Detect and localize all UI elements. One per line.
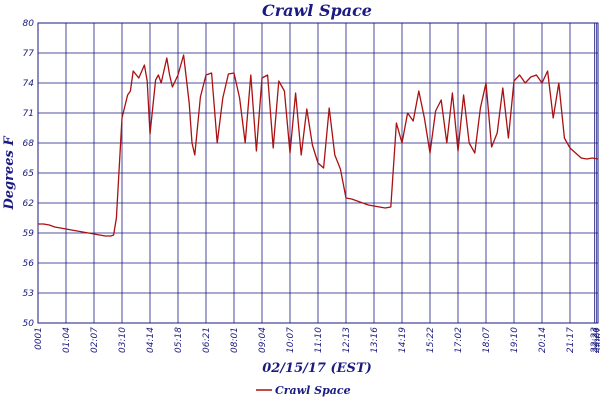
x-axis-label: 02/15/17 (EST) [262,361,372,376]
x-tick-label: 03:10 [118,327,128,353]
chart-title: Crawl Space [262,1,372,20]
legend-label: Crawl Space [275,384,351,397]
x-tick-label: 01:04 [62,327,72,353]
y-tick-label: 71 [23,109,34,119]
x-tick-label: 05:18 [174,327,184,353]
x-tick-label: 14:19 [398,327,408,353]
y-tick-label: 80 [23,19,35,29]
x-tick-label: 21:17 [566,327,576,353]
y-axis-label: Degrees F [2,136,17,211]
x-tick-labels: 0001 01:04 02:07 03:10 04:14 05:18 06:21 08:01 0… [34,327,600,353]
y-tick-label: 65 [23,169,35,179]
x-tick-label: 17:02 [454,327,464,353]
x-tick-label: 09:04 [258,327,268,353]
y-tick-label: 50 [23,319,35,329]
x-tick-label: 23:26 [592,327,600,353]
x-tick-label: 13:16 [370,327,380,353]
x-tick-label: 0001 [594,327,600,350]
x-tick-label: 20:14 [538,327,548,353]
y-tick-label: 59 [23,229,35,239]
x-tick-label: 18:07 [482,327,492,353]
x-tick-label: 0001 [34,327,44,350]
y-tick-label: 68 [23,139,35,149]
y-tick-label: 62 [23,199,35,209]
y-tick-labels: 50 53 56 59 62 65 68 71 74 77 80 [23,19,35,329]
x-tick-label: 04:14 [146,327,156,353]
x-tick-label: 22:23 [590,327,600,353]
x-tick-label: 08:01 [230,327,240,353]
x-tick-label: 19:10 [510,327,520,353]
x-tick-label: 12:13 [342,327,352,353]
series-line-crawl-space [38,54,599,237]
grid [37,22,599,324]
x-tick-label: 15:22 [426,327,436,353]
x-tick-label: 06:21 [202,327,212,353]
y-tick-label: 77 [23,49,35,59]
series-area [38,54,599,237]
plot-frame [37,22,599,324]
x-tick-label: 11:10 [314,327,324,353]
y-tick-label: 53 [23,289,35,299]
y-tick-label: 74 [23,79,35,89]
x-tick-label: 02:07 [90,327,100,353]
y-tick-label: 56 [23,259,35,269]
x-tick-label: 10:07 [286,327,296,353]
legend: Crawl Space [256,384,351,397]
